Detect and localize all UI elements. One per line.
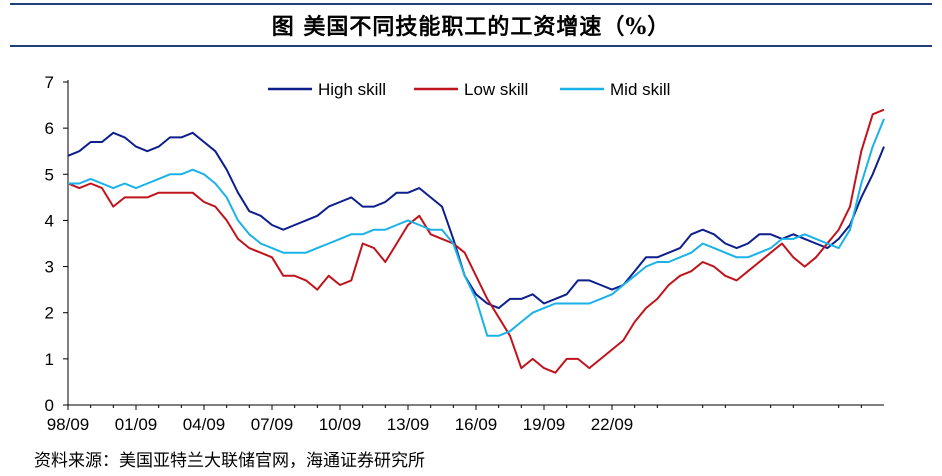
x-tick-label-4: 10/09 — [319, 415, 362, 434]
x-tick-label-6: 16/09 — [455, 415, 498, 434]
title-bottom-rule — [10, 45, 932, 47]
y-tick-label-2: 2 — [45, 304, 54, 323]
series-line-low-skill — [67, 108, 885, 374]
x-tick-label-7: 19/09 — [523, 415, 566, 434]
x-tick-label-3: 07/09 — [251, 415, 294, 434]
chart-title: 图 美国不同技能职工的工资增速（%） — [271, 14, 671, 40]
title-bar: 图 美国不同技能职工的工资增速（%） — [0, 0, 942, 47]
series-layer — [67, 108, 885, 374]
y-tick-label-5: 5 — [45, 165, 54, 184]
series-line-mid-skill — [68, 118, 885, 337]
y-tick-label-4: 4 — [45, 211, 54, 230]
y-tick-label-3: 3 — [45, 258, 54, 277]
title-top-rule — [10, 3, 932, 5]
legend-label-mid-skill: Mid skill — [610, 80, 670, 99]
legend-label-high-skill: High skill — [318, 80, 386, 99]
y-tick-label-6: 6 — [45, 119, 54, 138]
source-note: 资料来源：美国亚特兰大联储官网，海通证券研究所 — [34, 451, 425, 471]
x-tick-label-1: 01/09 — [115, 415, 158, 434]
series-line-high-skill — [67, 131, 885, 310]
x-tick-label-5: 13/09 — [387, 415, 430, 434]
legend-label-low-skill: Low skill — [464, 80, 528, 99]
axes: 0 1 2 3 4 5 6 7 98/09 01/09 04/09 07/09 10/09 13/09 16… — [45, 73, 884, 434]
x-tick-label-2: 04/09 — [183, 415, 226, 434]
legend: High skill Low skill Mid skill — [268, 80, 670, 99]
y-tick-label-1: 1 — [45, 350, 54, 369]
y-tick-label-7: 7 — [45, 73, 54, 92]
x-tick-label-8: 22/09 — [591, 415, 634, 434]
y-tick-label-0: 0 — [45, 396, 54, 415]
x-tick-label-0: 98/09 — [47, 415, 90, 434]
